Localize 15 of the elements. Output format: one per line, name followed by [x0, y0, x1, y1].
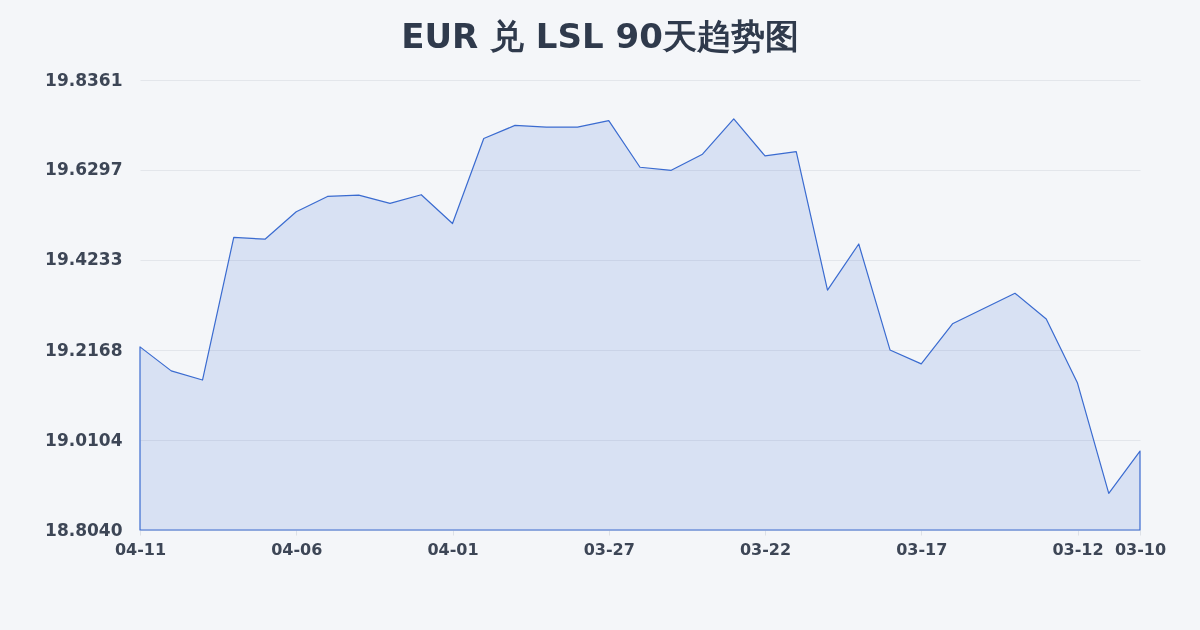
- chart-title: EUR 兑 LSL 90天趋势图: [401, 16, 799, 56]
- y-tick-label: 19.4233: [45, 249, 123, 270]
- x-tick-label: 03-27: [583, 539, 635, 559]
- x-tick-label: 04-01: [427, 539, 479, 559]
- y-tick-label: 19.0104: [45, 429, 123, 450]
- y-tick-label: 19.6297: [45, 159, 123, 180]
- x-tick-label: 04-06: [271, 539, 323, 559]
- y-tick-label: 19.8361: [45, 69, 123, 90]
- x-tick-label: 03-17: [896, 539, 948, 559]
- x-tick-label: 03-12: [1052, 539, 1104, 559]
- y-tick-label: 18.8040: [45, 519, 123, 540]
- y-tick-label: 19.2168: [45, 339, 123, 360]
- x-tick-label: 03-10: [1114, 539, 1167, 559]
- x-tick-label: 03-22: [739, 539, 792, 559]
- x-tick-label: 04-11: [114, 539, 167, 559]
